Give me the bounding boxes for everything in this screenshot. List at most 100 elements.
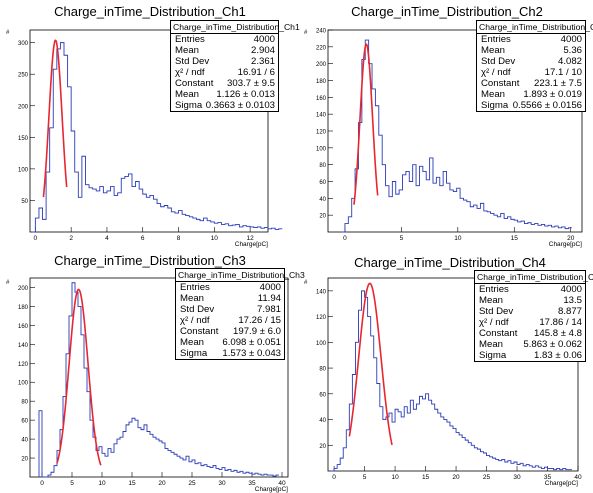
stats-row: χ² / ndf 17.26 / 15 xyxy=(176,315,284,326)
stats-value: 0.3663 ± 0.0103 xyxy=(205,100,275,111)
stats-key: Sigma xyxy=(180,348,208,359)
panel4-title: Charge_inTime_Distribution_Ch4 xyxy=(354,255,546,270)
x-tick-label: 0 xyxy=(332,474,336,481)
stats-key: χ² / ndf xyxy=(175,67,205,78)
stats-key: χ² / ndf xyxy=(180,315,210,326)
x-tick-label: 25 xyxy=(188,480,196,487)
stats-value: 17.26 / 15 xyxy=(238,315,281,326)
gaussian-fit xyxy=(42,39,68,198)
x-tick-label: 0 xyxy=(40,480,44,487)
stats-row: Constant 303.7 ± 9.5 xyxy=(171,78,278,89)
y-tick-label: 140 xyxy=(316,113,327,119)
y-tick-label: 140 xyxy=(18,343,29,349)
y-tick-label: 120 xyxy=(316,315,327,321)
stats-row: Mean 2.904 xyxy=(171,45,278,56)
stats-value: 16.91 / 6 xyxy=(237,67,275,78)
stats-row: Std Dev 8.877 xyxy=(475,306,585,317)
panel1-stats-box: Charge_inTime_Distribution_Ch1 Entries 40… xyxy=(170,20,300,112)
x-axis-label: Charge[pC] xyxy=(235,241,268,248)
x-tick-label: 15 xyxy=(128,480,136,487)
x-tick-label: 40 xyxy=(574,474,582,481)
y-tick-label: 300 xyxy=(18,41,29,47)
stats-value: 2.361 xyxy=(250,56,275,67)
stats-value: 145.8 ± 4.8 xyxy=(534,328,582,339)
y-tick-label: 200 xyxy=(18,286,29,292)
x-tick-label: 10 xyxy=(211,235,219,242)
stats-name: Charge_inTime_Distribution_Ch1 xyxy=(171,22,300,34)
stats-key: Mean xyxy=(175,89,199,100)
y-tick-label: 120 xyxy=(18,362,29,368)
y-tick-label: 60 xyxy=(319,180,326,186)
stats-row: Mean 1.126 ± 0.013 xyxy=(171,89,278,100)
x-tick-label: 15 xyxy=(422,474,430,481)
plot-frame xyxy=(327,277,579,472)
panel2-ylabel: # xyxy=(304,30,308,36)
x-tick-label: 10 xyxy=(391,474,399,481)
y-tick-label: 200 xyxy=(316,62,327,68)
stats-name: Charge_inTime_Distribution_Ch4 xyxy=(475,272,593,284)
y-tick-label: 80 xyxy=(319,163,326,169)
x-axis-label: Charge[pC] xyxy=(255,486,288,493)
x-tick-label: 30 xyxy=(218,480,226,487)
stats-value: 1.573 ± 0.043 xyxy=(222,348,281,359)
stats-row: Mean 13.5 xyxy=(475,295,585,306)
x-tick-label: 40 xyxy=(278,480,286,487)
stats-key: Sigma xyxy=(481,100,509,111)
panel1-ylabel: # xyxy=(6,30,10,36)
stats-value: 1.126 ± 0.013 xyxy=(216,89,275,100)
stats-key: Entries xyxy=(175,34,205,45)
stats-key: Std Dev xyxy=(481,56,516,67)
stats-value: 13.5 xyxy=(563,295,582,306)
stats-value: 11.94 xyxy=(257,293,281,304)
x-tick-label: 20 xyxy=(158,480,166,487)
x-axis-label: Charge[pC] xyxy=(549,241,582,248)
plot-frame xyxy=(29,277,289,478)
stats-row: Entries 4000 xyxy=(477,34,585,45)
stats-key: Std Dev xyxy=(175,56,210,67)
gaussian-fit xyxy=(348,282,393,446)
stats-key: Std Dev xyxy=(180,304,215,315)
stats-row: Entries 4000 xyxy=(475,284,585,295)
stats-row: χ² / ndf 17.1 / 10 xyxy=(477,67,585,78)
histogram xyxy=(31,42,283,233)
stats-key: χ² / ndf xyxy=(481,67,511,78)
y-tick-label: 80 xyxy=(21,400,28,406)
x-tick-label: 2 xyxy=(69,235,73,242)
panel2-title: Charge_inTime_Distribution_Ch2 xyxy=(351,4,543,19)
stats-value: 4000 xyxy=(560,34,582,45)
x-tick-label: 10 xyxy=(98,480,106,487)
stats-row: Sigma 0.3663 ± 0.0103 xyxy=(171,100,278,111)
stats-key: Constant xyxy=(481,78,520,89)
stats-value: 303.7 ± 9.5 xyxy=(227,78,275,89)
x-tick-label: 5 xyxy=(400,235,404,242)
stats-value: 7.981 xyxy=(256,304,281,315)
stats-key: Constant xyxy=(180,326,219,337)
x-tick-label: 0 xyxy=(34,235,38,242)
gaussian-fit xyxy=(353,43,379,205)
histogram xyxy=(331,290,572,472)
stats-value: 2.904 xyxy=(250,45,275,56)
x-tick-label: 8 xyxy=(177,235,181,242)
y-tick-label: 220 xyxy=(316,45,327,51)
stats-row: Sigma 1.83 ± 0.06 xyxy=(475,350,585,361)
x-tick-label: 35 xyxy=(248,480,256,487)
y-tick-label: 160 xyxy=(18,324,29,330)
y-tick-label: 20 xyxy=(21,457,28,463)
y-tick-label: 200 xyxy=(18,104,29,110)
stats-key: Entries xyxy=(479,284,509,295)
stats-name: Charge_inTime_Distribution_Ch2 xyxy=(477,22,593,34)
y-tick-label: 20 xyxy=(319,444,326,450)
y-tick-label: 100 xyxy=(316,146,327,152)
panel1-title: Charge_inTime_Distribution_Ch1 xyxy=(54,4,246,19)
stats-row: Mean 5.863 ± 0.062 xyxy=(475,339,585,350)
x-tick-label: 5 xyxy=(70,480,74,487)
stats-value: 6.098 ± 0.051 xyxy=(222,337,281,348)
histogram xyxy=(38,282,279,478)
stats-row: Sigma 1.573 ± 0.043 xyxy=(176,348,284,359)
stats-row: Entries 4000 xyxy=(171,34,278,45)
stats-value: 1.83 ± 0.06 xyxy=(534,350,582,361)
y-tick-label: 100 xyxy=(18,167,29,173)
stats-key: Constant xyxy=(175,78,214,89)
y-tick-label: 150 xyxy=(18,136,29,142)
